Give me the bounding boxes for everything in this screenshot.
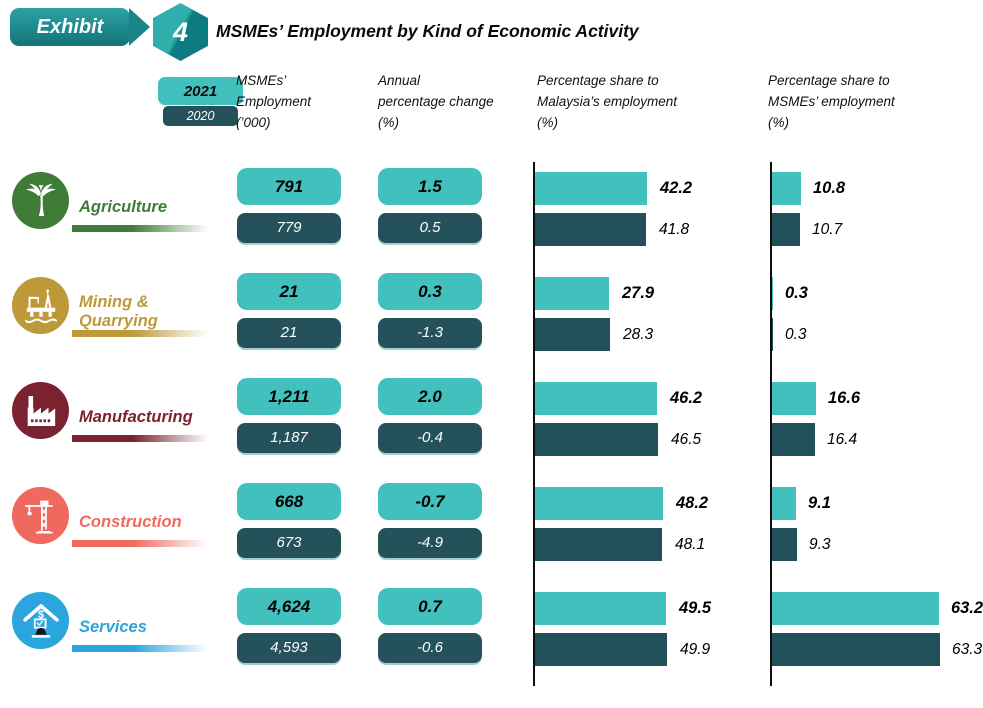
- category-row: $ Services 4,624 4,593 0.7 -0.6 49.5 49.9 63.2 63…: [0, 585, 983, 685]
- employment-2020-box: 1,187: [237, 423, 341, 453]
- annual-change-2020-box: -1.3: [378, 318, 482, 348]
- share-msmes-2020-bar: [772, 213, 800, 246]
- share-msmes-2020-bar: [772, 633, 940, 666]
- share-malaysia-2021-bar: [535, 277, 609, 310]
- share-msmes-2021-bar: [772, 592, 939, 625]
- exhibit-number: 4: [172, 16, 189, 47]
- category-underline: [72, 225, 215, 232]
- category-label: Mining & Quarrying: [79, 293, 158, 330]
- share-msmes-2020-value: 16.4: [827, 431, 858, 448]
- share-msmes-2021-value: 10.8: [813, 179, 846, 197]
- legend-2021-badge: 2021: [158, 77, 243, 105]
- share-malaysia-2021-bar: [535, 382, 657, 415]
- category-label: Construction: [79, 512, 182, 531]
- employment-2021-box: 791: [237, 168, 341, 205]
- annual-change-2021-box: 2.0: [378, 378, 482, 415]
- category-underline: [72, 540, 215, 547]
- category-underline: [72, 645, 215, 652]
- share-malaysia-2021-bar: [535, 172, 647, 205]
- crane-icon: [12, 487, 69, 544]
- exhibit-badge-label: Exhibit: [36, 15, 104, 38]
- share-msmes-2020-bar: [772, 423, 815, 456]
- share-malaysia-2020-value: 41.8: [659, 221, 690, 238]
- share-malaysia-2021-bar: [535, 592, 666, 625]
- share-msmes-2021-value: 0.3: [785, 284, 808, 302]
- page-title: MSMEs’ Employment by Kind of Economic Ac…: [216, 21, 639, 41]
- category-underline: [72, 330, 215, 337]
- exhibit-badge: Exhibit: [10, 8, 130, 46]
- employment-2020-box: 673: [237, 528, 341, 558]
- employment-2021-box: 1,211: [237, 378, 341, 415]
- share-msmes-2020-value: 63.3: [952, 641, 983, 658]
- annual-change-2021-box: 0.3: [378, 273, 482, 310]
- share-malaysia-2020-bar: [535, 318, 610, 351]
- category-row: Agriculture 791 779 1.5 0.5 42.2 41.8 10.8 10.7: [0, 165, 983, 265]
- employment-2021-box: 668: [237, 483, 341, 520]
- share-malaysia-2021-value: 49.5: [679, 599, 712, 617]
- share-msmes-2021-bar: [772, 382, 816, 415]
- share-malaysia-2020-bar: [535, 528, 662, 561]
- annual-change-2021-box: 0.7: [378, 588, 482, 625]
- annual-change-2020-box: -0.4: [378, 423, 482, 453]
- annual-change-2021-box: 1.5: [378, 168, 482, 205]
- annual-change-2020-box: -0.6: [378, 633, 482, 663]
- share-malaysia-axis: [533, 162, 535, 686]
- share-msmes-2020-bar: [772, 318, 773, 351]
- share-msmes-axis: [770, 162, 772, 686]
- col-header-share-msmes: Percentage share to MSMEs’ employment (%…: [768, 73, 895, 130]
- category-row: Manufacturing 1,211 1,187 2.0 -0.4 46.2 46.5 16…: [0, 375, 983, 475]
- share-msmes-2020-value: 9.3: [809, 536, 831, 553]
- share-malaysia-2020-value: 49.9: [680, 641, 711, 658]
- annual-change-2020-box: -4.9: [378, 528, 482, 558]
- share-malaysia-2020-value: 46.5: [671, 431, 702, 448]
- share-msmes-2021-value: 63.2: [951, 599, 983, 617]
- share-malaysia-2021-value: 48.2: [676, 494, 709, 512]
- exhibit-badge-arrow-icon: [129, 8, 150, 46]
- svg-text:$: $: [37, 609, 43, 621]
- category-underline: [72, 435, 215, 442]
- share-msmes-2021-bar: [772, 487, 796, 520]
- annual-change-2021-box: -0.7: [378, 483, 482, 520]
- category-row: Mining & Quarrying 21 21 0.3 -1.3 27.9 28.3 0.3…: [0, 270, 983, 370]
- share-msmes-2020-bar: [772, 528, 797, 561]
- exhibit-number-hexagon: 4: [153, 3, 208, 61]
- annual-change-2020-box: 0.5: [378, 213, 482, 243]
- employment-2020-box: 779: [237, 213, 341, 243]
- employment-2020-box: 4,593: [237, 633, 341, 663]
- share-msmes-2020-value: 10.7: [812, 221, 843, 238]
- share-malaysia-2020-bar: [535, 213, 646, 246]
- share-msmes-2021-value: 9.1: [808, 494, 831, 512]
- legend-2020-badge: 2020: [163, 106, 238, 126]
- share-malaysia-2021-value: 42.2: [660, 179, 693, 197]
- share-malaysia-2020-bar: [535, 423, 658, 456]
- share-malaysia-2021-value: 46.2: [670, 389, 703, 407]
- share-malaysia-2020-bar: [535, 633, 667, 666]
- share-malaysia-2021-value: 27.9: [622, 284, 655, 302]
- palm-tree-icon: [12, 172, 69, 229]
- share-msmes-2021-bar: [772, 277, 773, 310]
- share-msmes-2021-value: 16.6: [828, 389, 861, 407]
- employment-2020-box: 21: [237, 318, 341, 348]
- share-msmes-2021-bar: [772, 172, 801, 205]
- oil-rig-icon: [12, 277, 69, 334]
- col-header-share-malaysia: Percentage share to Malaysia’s employmen…: [537, 73, 678, 130]
- category-row: Construction 668 673 -0.7 -4.9 48.2 48.1 9.1 9.3: [0, 480, 983, 580]
- col-header-employment: MSMEs’ Employment (’000): [236, 73, 312, 130]
- share-malaysia-2020-value: 28.3: [623, 326, 654, 343]
- share-msmes-2020-value: 0.3: [785, 326, 807, 343]
- employment-2021-box: 21: [237, 273, 341, 310]
- category-label: Services: [79, 617, 147, 636]
- share-malaysia-2020-value: 48.1: [675, 536, 706, 553]
- services-icon: $: [12, 592, 69, 649]
- category-label: Manufacturing: [79, 407, 193, 426]
- employment-2021-box: 4,624: [237, 588, 341, 625]
- category-label: Agriculture: [79, 197, 168, 216]
- share-malaysia-2021-bar: [535, 487, 663, 520]
- col-header-annual-change: Annual percentage change (%): [378, 73, 494, 130]
- factory-icon: [12, 382, 69, 439]
